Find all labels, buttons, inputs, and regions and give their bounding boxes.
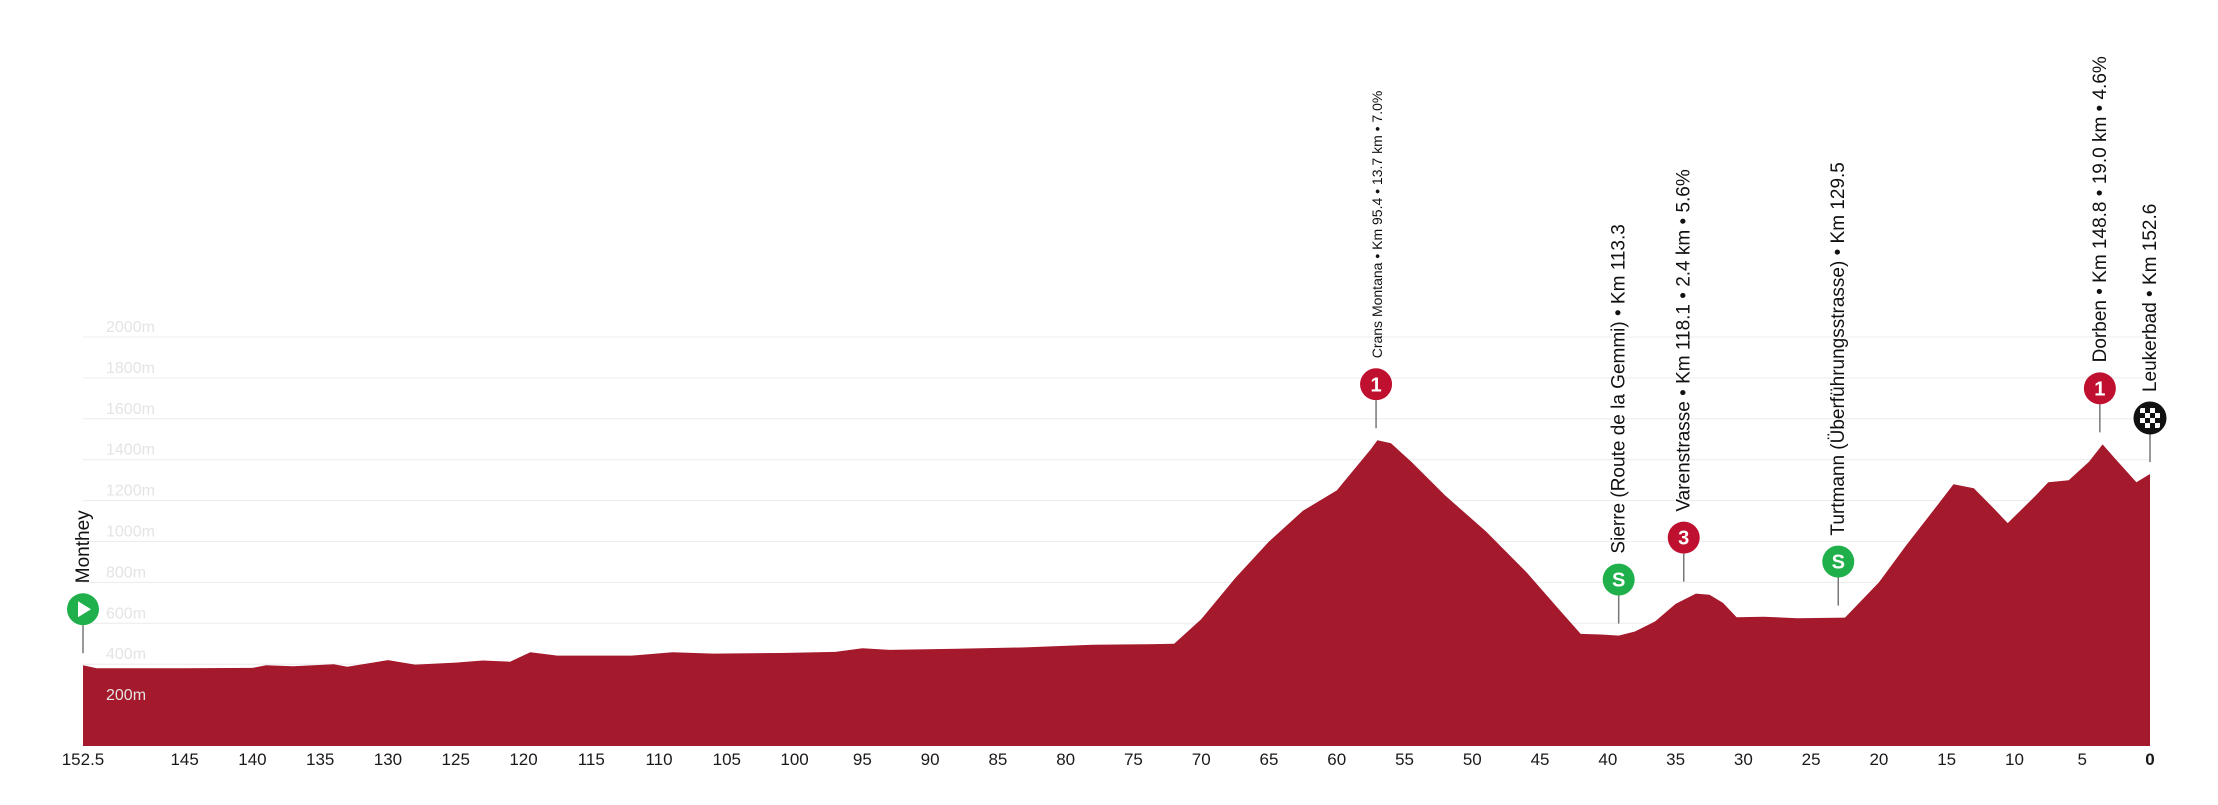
poi-label: Leukerbad • Km 152.6 xyxy=(2140,204,2161,392)
elevation-label: 400m xyxy=(106,646,146,663)
svg-text:1: 1 xyxy=(2094,378,2105,400)
svg-text:S: S xyxy=(1832,552,1845,574)
distance-tick-label: 55 xyxy=(1395,750,1414,769)
poi-sprint: S Sierre (Route de la Gemmi) • Km 113.3 xyxy=(1602,224,1635,624)
distance-tick-label: 125 xyxy=(442,750,470,769)
svg-text:3: 3 xyxy=(1678,528,1689,550)
distance-tick-label: 30 xyxy=(1734,750,1753,769)
poi-label: Varenstrasse • Km 118.1 • 2.4 km • 5.6% xyxy=(1674,169,1695,512)
distance-tick-label: 15 xyxy=(1937,750,1956,769)
elevation-label: 1400m xyxy=(106,442,155,459)
distance-tick-label: 100 xyxy=(780,750,808,769)
elevation-label: 200m xyxy=(106,687,146,704)
distance-tick-label: 50 xyxy=(1463,750,1482,769)
distance-tick-label: 45 xyxy=(1531,750,1550,769)
elevation-label: 2000m xyxy=(106,319,155,336)
sprint-icon: S xyxy=(1822,545,1855,578)
poi-finish: Leukerbad • Km 152.6 xyxy=(2133,204,2167,463)
svg-text:S: S xyxy=(1612,570,1625,592)
elevation-label: 1000m xyxy=(106,524,155,541)
distance-tick-label: 105 xyxy=(713,750,741,769)
elevation-label: 1200m xyxy=(106,483,155,500)
poi-climb-cat-3: 3 Varenstrasse • Km 118.1 • 2.4 km • 5.6% xyxy=(1667,169,1700,582)
distance-tick-label: 140 xyxy=(238,750,266,769)
distance-tick-label: 80 xyxy=(1056,750,1075,769)
elevation-label: 800m xyxy=(106,564,146,581)
climb-category-icon: 1 xyxy=(2083,372,2116,405)
distance-tick-label: 60 xyxy=(1327,750,1346,769)
distance-tick-label: 95 xyxy=(853,750,872,769)
poi-label: Monthey xyxy=(73,510,94,583)
distance-tick-label: 120 xyxy=(509,750,537,769)
distance-tick-label: 70 xyxy=(1192,750,1211,769)
elevation-labels: 200m 400m 600m 800m 1000m 1200m 1400m 1600m 1800… xyxy=(106,319,155,704)
distance-tick-label: 10 xyxy=(2005,750,2024,769)
poi-label: Sierre (Route de la Gemmi) • Km 113.3 xyxy=(1609,224,1630,553)
elevation-label: 1800m xyxy=(106,360,155,377)
poi-label: Dorben • Km 148.8 • 19.0 km • 4.6% xyxy=(2090,56,2111,362)
elevation-label: 1600m xyxy=(106,401,155,418)
start-play-icon xyxy=(67,593,99,626)
distance-tick-label: 65 xyxy=(1260,750,1279,769)
distance-tick-label: 0 xyxy=(2145,750,2154,769)
elevation-label: 600m xyxy=(106,605,146,622)
poi-sprint: S Turtmann (Überführungsstrasse) • Km 129… xyxy=(1822,162,1855,606)
distance-tick-label: 5 xyxy=(2077,750,2086,769)
distance-tick-label: 25 xyxy=(1802,750,1821,769)
poi-label: Turtmann (Überführungsstrasse) • Km 129.… xyxy=(1828,162,1849,535)
distance-tick-label: 135 xyxy=(306,750,334,769)
distance-tick-label: 145 xyxy=(170,750,198,769)
climb-category-icon: 1 xyxy=(1360,368,1393,401)
poi-climb-cat-1: 1 Dorben • Km 148.8 • 19.0 km • 4.6% xyxy=(2083,56,2116,433)
distance-tick-label: 85 xyxy=(988,750,1007,769)
poi-label: Crans Montana • Km 95.4 • 13.7 km • 7.0% xyxy=(1369,91,1385,359)
distance-tick-label: 115 xyxy=(578,750,605,769)
distance-tick-label: 110 xyxy=(645,750,672,769)
distance-tick-label: 35 xyxy=(1666,750,1685,769)
climb-category-icon: 3 xyxy=(1667,521,1700,554)
poi-start: Monthey xyxy=(67,510,99,654)
poi-climb-cat-1: 1 Crans Montana • Km 95.4 • 13.7 km • 7.0… xyxy=(1360,91,1393,429)
distance-tick-label: 40 xyxy=(1598,750,1617,769)
distance-tick-label: 75 xyxy=(1124,750,1143,769)
elevation-profile-area xyxy=(83,440,2150,746)
distance-tick-label: 152.5 xyxy=(62,750,105,769)
distance-axis-ticks: 152.5 145 140 135 130 125 120 115 110 105 100 95 90 8… xyxy=(62,750,2155,769)
points-of-interest: Monthey 1 Crans Montana • Km 95.4 • 13.7 k… xyxy=(67,56,2167,654)
svg-text:1: 1 xyxy=(1370,374,1381,396)
checkered-flag-icon xyxy=(2133,401,2167,435)
distance-tick-label: 130 xyxy=(374,750,402,769)
sprint-icon: S xyxy=(1602,563,1635,596)
distance-tick-label: 90 xyxy=(921,750,940,769)
distance-tick-label: 20 xyxy=(1869,750,1888,769)
